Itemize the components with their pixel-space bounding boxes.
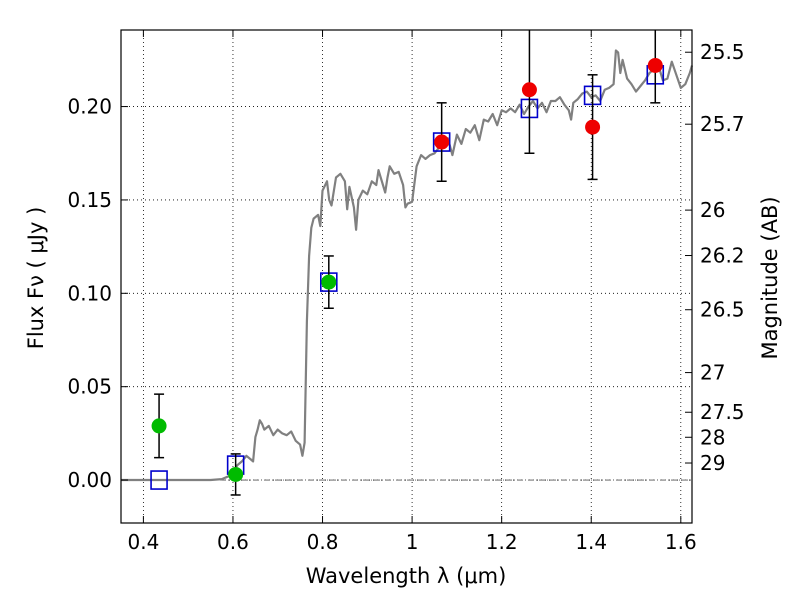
- y-tick-label: 0.00: [67, 468, 112, 492]
- model-spectrum-line: [121, 49, 694, 482]
- x-tick-label: 0.4: [127, 530, 159, 554]
- right-tick-label: 27.5: [700, 400, 745, 424]
- grid: [121, 30, 692, 523]
- red-point: [647, 57, 663, 73]
- y-tick-label: 0.10: [67, 281, 112, 305]
- x-tick-label: 0.6: [217, 530, 249, 554]
- axis-ticks: 0.4 0.6 0.8 1 1.2 1.4 1.6 0.00 0.05 0.10 0.15 0.20 2…: [67, 30, 745, 554]
- x-tick-label: 1.4: [575, 530, 607, 554]
- green-point: [151, 418, 167, 434]
- data-points: [151, 57, 663, 482]
- plot-frame: [120, 29, 693, 524]
- red-point: [434, 134, 450, 150]
- right-tick-label: 26.2: [700, 244, 745, 268]
- red-point: [521, 82, 537, 98]
- right-tick-label: 29: [700, 451, 725, 475]
- y-tick-label: 0.05: [67, 375, 112, 399]
- right-tick-label: 25.5: [700, 40, 745, 64]
- green-point: [228, 466, 244, 482]
- x-axis-label: Wavelength λ (μm): [306, 564, 507, 588]
- right-tick-label: 27: [700, 361, 725, 385]
- y-tick-label: 0.20: [67, 95, 112, 119]
- green-point: [321, 274, 337, 290]
- y-axis-label: Flux Fν ( μJy ): [24, 207, 48, 350]
- model-square: [150, 470, 168, 490]
- x-tick-label: 0.8: [307, 530, 339, 554]
- right-axis-label: Magnitude (AB): [758, 196, 782, 359]
- right-tick-label: 28: [700, 425, 725, 449]
- y-tick-label: 0.15: [67, 188, 112, 212]
- red-point: [585, 119, 601, 135]
- x-tick-label: 1: [406, 530, 419, 554]
- x-tick-label: 1.2: [486, 530, 518, 554]
- x-tick-label: 1.6: [665, 530, 697, 554]
- model-spectrum: [121, 49, 694, 482]
- right-tick-label: 26: [700, 198, 725, 222]
- right-tick-label: 26.5: [700, 298, 745, 322]
- right-tick-label: 25.7: [700, 112, 745, 136]
